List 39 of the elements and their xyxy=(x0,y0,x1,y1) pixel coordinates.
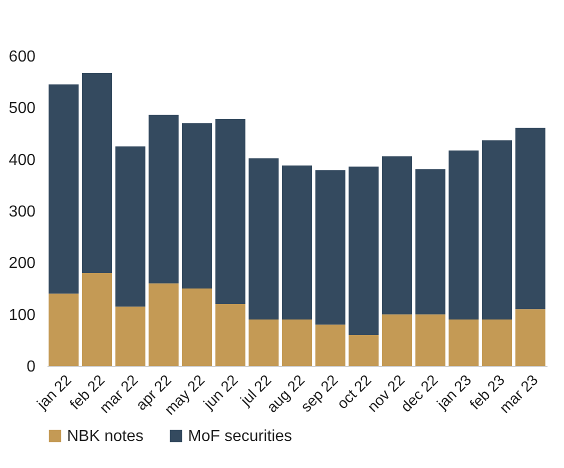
bar xyxy=(215,304,246,366)
bar xyxy=(82,273,112,366)
y-tick-label: 500 xyxy=(8,100,36,118)
bar xyxy=(448,320,479,366)
y-tick-label: 300 xyxy=(8,204,36,220)
bar xyxy=(382,314,412,366)
bar xyxy=(148,114,179,284)
bar xyxy=(148,283,179,366)
bar xyxy=(515,128,546,310)
y-tick-label: 400 xyxy=(8,152,36,169)
y-tick-label: 600 xyxy=(8,48,36,66)
bar xyxy=(48,84,79,294)
bar xyxy=(348,335,379,366)
bar xyxy=(415,169,446,314)
bar xyxy=(248,158,279,320)
bar xyxy=(82,73,112,273)
y-tick-label: 100 xyxy=(8,306,36,324)
bar xyxy=(515,309,546,366)
bar xyxy=(182,123,212,288)
bar xyxy=(48,294,79,366)
bar xyxy=(248,320,279,366)
y-tick-label: 0 xyxy=(26,358,36,376)
legend-label: NBK notes xyxy=(67,428,144,445)
bar xyxy=(282,166,312,320)
bar xyxy=(315,324,346,366)
bar xyxy=(215,119,246,304)
legend-label: MoF securities xyxy=(188,428,292,445)
bar xyxy=(382,156,412,314)
bar xyxy=(282,320,312,366)
y-tick-label: 200 xyxy=(8,255,36,272)
bar xyxy=(482,320,512,366)
bar xyxy=(448,150,479,320)
bar xyxy=(182,288,212,366)
bar xyxy=(482,140,512,320)
bar xyxy=(115,146,146,307)
bar xyxy=(115,306,146,366)
bar xyxy=(348,166,379,335)
bar xyxy=(315,170,346,325)
bar xyxy=(415,314,446,366)
